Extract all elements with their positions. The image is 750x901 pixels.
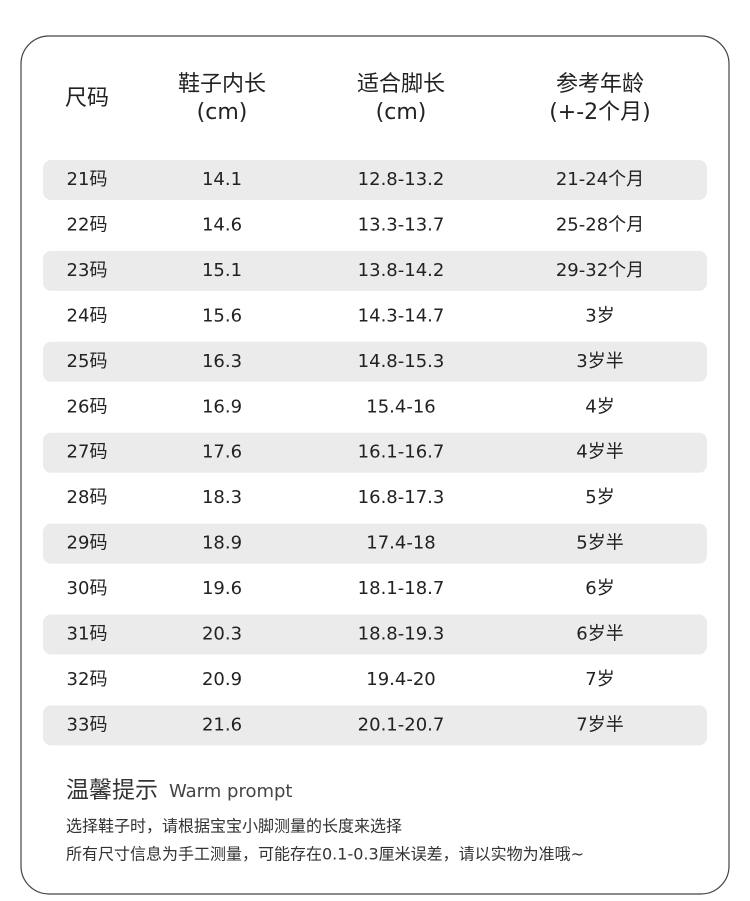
size-table: 尺码 鞋子内长 (cm) 适合脚长 (cm) 参考年龄 (+-2个月) 21码 14.1 12.8… [43,72,707,746]
table-cell: 22码 [67,214,108,235]
table-cell: 25-28个月 [556,214,644,235]
row-stripe [43,705,707,746]
table-cell: 15.1 [202,260,242,281]
table-cell: 18.8-19.3 [358,624,445,645]
table-cell: 13.8-14.2 [358,260,445,281]
table-cell: 15.6 [202,305,242,326]
table-cell: 6岁半 [576,624,623,645]
table-cell: 17.4-18 [366,533,435,554]
table-cell: 18.1-18.7 [358,578,445,599]
table-cell: 4岁半 [576,442,623,463]
row-stripe [43,160,707,200]
table-cell: 20.1-20.7 [358,714,445,735]
table-cell: 17.6 [202,442,242,463]
row-stripe [43,523,707,564]
table-cell: 24码 [67,305,108,326]
table-cell: 13.3-13.7 [358,214,445,235]
header-cell: 尺码 [65,86,109,111]
notes-line: 选择鞋子时，请根据宝宝小脚测量的长度来选择 [66,817,402,836]
table-cell: 3岁半 [576,351,623,372]
header-cell: 适合脚长 [357,72,445,97]
table-cell: 14.1 [202,169,242,190]
table-cell: 5岁 [585,487,614,508]
header-cell: 参考年龄 [556,72,644,97]
header-cell: (+-2个月) [549,100,651,125]
row-stripe [43,250,707,291]
row-stripe [43,614,707,655]
table-cell: 12.8-13.2 [358,169,445,190]
table-cell: 31码 [67,624,108,645]
table-cell: 16.3 [202,351,242,372]
table-cell: 14.6 [202,214,242,235]
row-stripe [43,341,707,382]
header-cell: 鞋子内长 [178,72,266,97]
table-cell: 21-24个月 [556,169,644,190]
table-cell: 15.4-16 [366,396,435,417]
table-cell: 16.1-16.7 [358,442,445,463]
table-cell: 3岁 [585,305,614,326]
table-cell: 5岁半 [576,533,623,554]
table-cell: 26码 [67,396,108,417]
table-cell: 28码 [67,487,108,508]
header-cell: (cm) [376,100,427,125]
table-cell: 4岁 [585,396,614,417]
table-cell: 7岁半 [576,714,623,735]
table-cell: 21.6 [202,714,242,735]
table-cell: 29码 [67,533,108,554]
table-cell: 27码 [67,442,108,463]
header-cell: (cm) [197,100,248,125]
table-cell: 30码 [67,578,108,599]
table-cell: 18.3 [202,487,242,508]
table-cell: 7岁 [585,669,614,690]
table-cell: 6岁 [585,578,614,599]
table-cell: 21码 [67,169,108,190]
table-cell: 18.9 [202,533,242,554]
table-cell: 23码 [67,260,108,281]
notes-subtitle: Warm prompt [169,781,292,802]
table-cell: 20.3 [202,624,242,645]
notes-line: 所有尺寸信息为手工测量，可能存在0.1-0.3厘米误差，请以实物为准哦~ [66,845,584,864]
notes-title: 温馨提示 [66,778,158,804]
table-cell: 19.6 [202,578,242,599]
table-cell: 25码 [67,351,108,372]
table-cell: 14.8-15.3 [358,351,445,372]
table-cell: 19.4-20 [366,669,435,690]
table-cell: 14.3-14.7 [358,305,445,326]
table-cell: 20.9 [202,669,242,690]
table-cell: 32码 [67,669,108,690]
table-cell: 33码 [67,714,108,735]
table-cell: 16.8-17.3 [358,487,445,508]
table-cell: 29-32个月 [556,260,644,281]
table-cell: 16.9 [202,396,242,417]
row-stripe [43,432,707,473]
